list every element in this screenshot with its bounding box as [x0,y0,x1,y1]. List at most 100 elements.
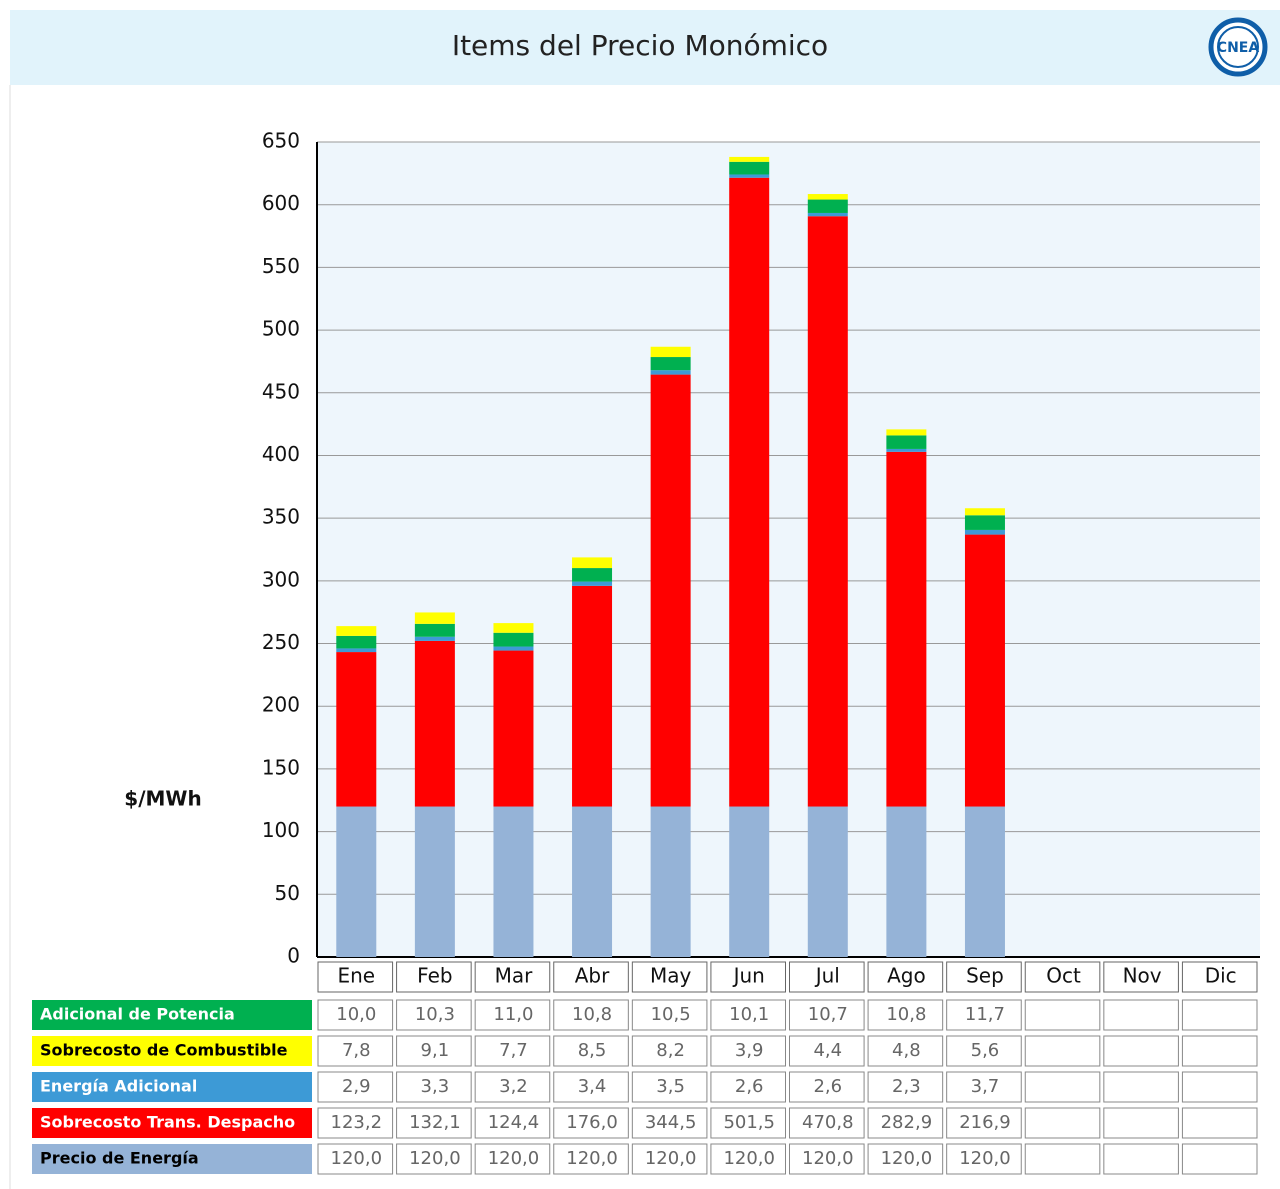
bar-segment [964,508,1005,516]
table-cell [553,1071,629,1103]
y-tick-label: 150 [262,755,300,779]
value-label: 5,6 [971,1040,1000,1061]
bar-segment [650,346,691,358]
table-cell [1103,1107,1179,1139]
value-label: 10,1 [729,1004,769,1025]
legend-swatch [32,1072,312,1102]
table-cell [474,999,551,1031]
table-cell [867,1107,944,1139]
value-label: 3,4 [578,1076,607,1097]
bar-segment [729,177,770,807]
value-label: 3,3 [421,1076,450,1097]
logo-ring [1217,26,1259,68]
bar-segment [886,448,927,452]
value-label: 2,9 [342,1076,371,1097]
category-cell [317,961,394,993]
table-cell [1103,1143,1179,1175]
x-tick-label: Jul [814,964,840,988]
y-tick-label: 350 [262,505,300,529]
legend-label: Adicional de Potencia [40,1005,235,1024]
x-tick-label: Dic [1205,964,1237,988]
value-label: 470,8 [802,1112,854,1133]
category-cell [789,961,865,993]
bar-segment [336,652,377,807]
value-label: 120,0 [959,1148,1011,1169]
x-tick-label: Ene [337,964,375,988]
legend-swatch [32,1108,312,1138]
value-label: 120,0 [488,1148,540,1169]
value-label: 10,0 [336,1004,376,1025]
category-cell [946,961,1022,993]
value-label: 216,9 [959,1112,1011,1133]
value-label: 11,0 [493,1004,533,1025]
value-label: 3,2 [499,1076,528,1097]
bar-segment [493,646,534,651]
value-label: 7,8 [342,1040,371,1061]
bar-segment [964,534,1005,807]
value-label: 132,1 [409,1112,461,1133]
table-cell [710,999,787,1031]
table-cell [396,1107,472,1139]
x-tick-label: Jun [732,964,765,988]
value-label: 120,0 [881,1148,933,1169]
table-cell [710,1035,787,1067]
bar-segment [886,451,927,807]
table-cell [396,1071,472,1103]
bar-segment [572,568,613,582]
table-cell [789,1143,865,1175]
table-cell [1103,999,1179,1031]
value-label: 3,9 [735,1040,764,1061]
category-cell [396,961,472,993]
value-label: 11,7 [965,1004,1005,1025]
table-cell [867,1035,944,1067]
table-cell [1181,1107,1258,1139]
bar-segment [493,650,534,807]
bar-segment [964,529,1005,535]
x-tick-label: Mar [495,964,534,988]
table-cell [946,1143,1022,1175]
value-label: 120,0 [331,1148,383,1169]
y-tick-label: 600 [262,191,300,215]
value-label: 120,0 [723,1148,775,1169]
category-cell [710,961,787,993]
table-cell [474,1107,551,1139]
x-tick-label: May [650,964,692,988]
bar-segment [886,429,927,436]
bar-segment [807,199,848,213]
table-cell [396,999,472,1031]
bar-segment [336,648,377,653]
table-cell [631,1143,708,1175]
table-cell [710,1071,787,1103]
bar-segment [964,806,1005,957]
plot-area [317,142,1260,957]
legend-label: Precio de Energía [40,1149,199,1168]
category-cell [1103,961,1179,993]
legend-swatch [32,1036,312,1066]
table-cell [474,1071,551,1103]
category-cell [631,961,708,993]
value-label: 10,3 [415,1004,455,1025]
table-cell [631,1107,708,1139]
table-cell [317,1071,394,1103]
table-cell [317,1107,394,1139]
logo-text: CNEA [1217,40,1260,56]
y-tick-label: 0 [287,944,300,968]
legend-swatch [32,1144,312,1174]
bar-segment [336,635,377,649]
bar-segment [650,357,691,371]
table-cell [631,1071,708,1103]
bar-segment [729,161,770,175]
table-cell [1024,1143,1101,1175]
x-tick-label: Feb [417,964,452,988]
y-tick-label: 550 [262,254,300,278]
table-cell [867,1071,944,1103]
category-cell [553,961,629,993]
value-label: 120,0 [645,1148,697,1169]
table-cell [710,1107,787,1139]
value-label: 2,6 [813,1076,842,1097]
bar-segment [414,806,455,957]
y-tick-label: 300 [262,567,300,591]
bar-segment [886,806,927,957]
table-cell [1181,1035,1258,1067]
